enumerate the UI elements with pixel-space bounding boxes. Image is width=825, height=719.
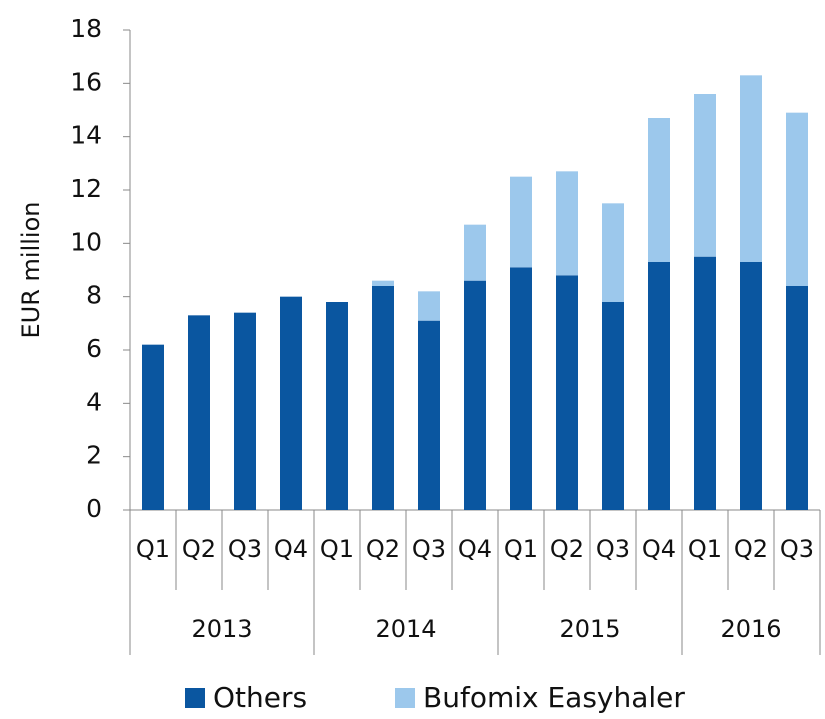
bar-segment: [602, 302, 624, 510]
legend-swatch: [395, 688, 415, 708]
bar-segment: [786, 286, 808, 510]
bar-segment: [372, 280, 394, 286]
x-tick-label: Q2: [182, 535, 216, 563]
legend-label: Bufomix Easyhaler: [423, 681, 685, 714]
y-tick-label: 16: [70, 67, 102, 96]
bar-segment: [556, 171, 578, 276]
bar-segment: [648, 118, 670, 262]
x-tick-label: Q4: [642, 535, 676, 563]
bar-segment: [740, 75, 762, 262]
bar-segment: [602, 203, 624, 302]
x-tick-label: Q2: [366, 535, 400, 563]
y-tick-label: 6: [86, 334, 102, 363]
bar-segment: [786, 112, 808, 287]
bar-segment: [510, 267, 532, 510]
bar-segment: [280, 296, 302, 510]
legend-label: Others: [213, 681, 307, 714]
y-tick-label: 10: [70, 227, 102, 256]
x-tick-label: Q4: [274, 535, 308, 563]
bar-segment: [648, 262, 670, 510]
x-tick-label: Q1: [136, 535, 170, 563]
x-tick-label: Q3: [780, 535, 814, 563]
group-label: 2015: [559, 615, 620, 643]
bar-segment: [694, 94, 716, 257]
y-tick-label: 4: [86, 387, 102, 416]
bar-segment: [188, 315, 210, 510]
y-tick-label: 8: [86, 281, 102, 310]
x-tick-label: Q1: [504, 535, 538, 563]
bar-segment: [418, 291, 440, 321]
x-tick-label: Q3: [412, 535, 446, 563]
x-tick-label: Q4: [458, 535, 492, 563]
bar-segment: [556, 275, 578, 510]
x-tick-label: Q1: [688, 535, 722, 563]
x-tick-label: Q3: [596, 535, 630, 563]
bar-segment: [740, 262, 762, 510]
y-tick-label: 2: [86, 441, 102, 470]
y-tick-label: 18: [70, 14, 102, 43]
bar-segment: [326, 302, 348, 510]
bar-segment: [234, 312, 256, 510]
x-tick-label: Q2: [550, 535, 584, 563]
group-label: 2014: [375, 615, 436, 643]
x-tick-label: Q2: [734, 535, 768, 563]
y-axis-label: EUR million: [17, 202, 45, 339]
bar-segment: [372, 286, 394, 510]
x-tick-label: Q3: [228, 535, 262, 563]
bar-segment: [142, 344, 164, 510]
y-tick-label: 12: [70, 174, 102, 203]
bar-segment: [510, 176, 532, 268]
y-tick-label: 14: [70, 121, 102, 150]
bar-segment: [464, 224, 486, 281]
legend-swatch: [185, 688, 205, 708]
x-tick-label: Q1: [320, 535, 354, 563]
group-label: 2013: [191, 615, 252, 643]
group-label: 2016: [720, 615, 781, 643]
bar-segment: [694, 256, 716, 510]
y-tick-label: 0: [86, 494, 102, 523]
bar-segment: [464, 280, 486, 510]
bar-segment: [418, 320, 440, 510]
